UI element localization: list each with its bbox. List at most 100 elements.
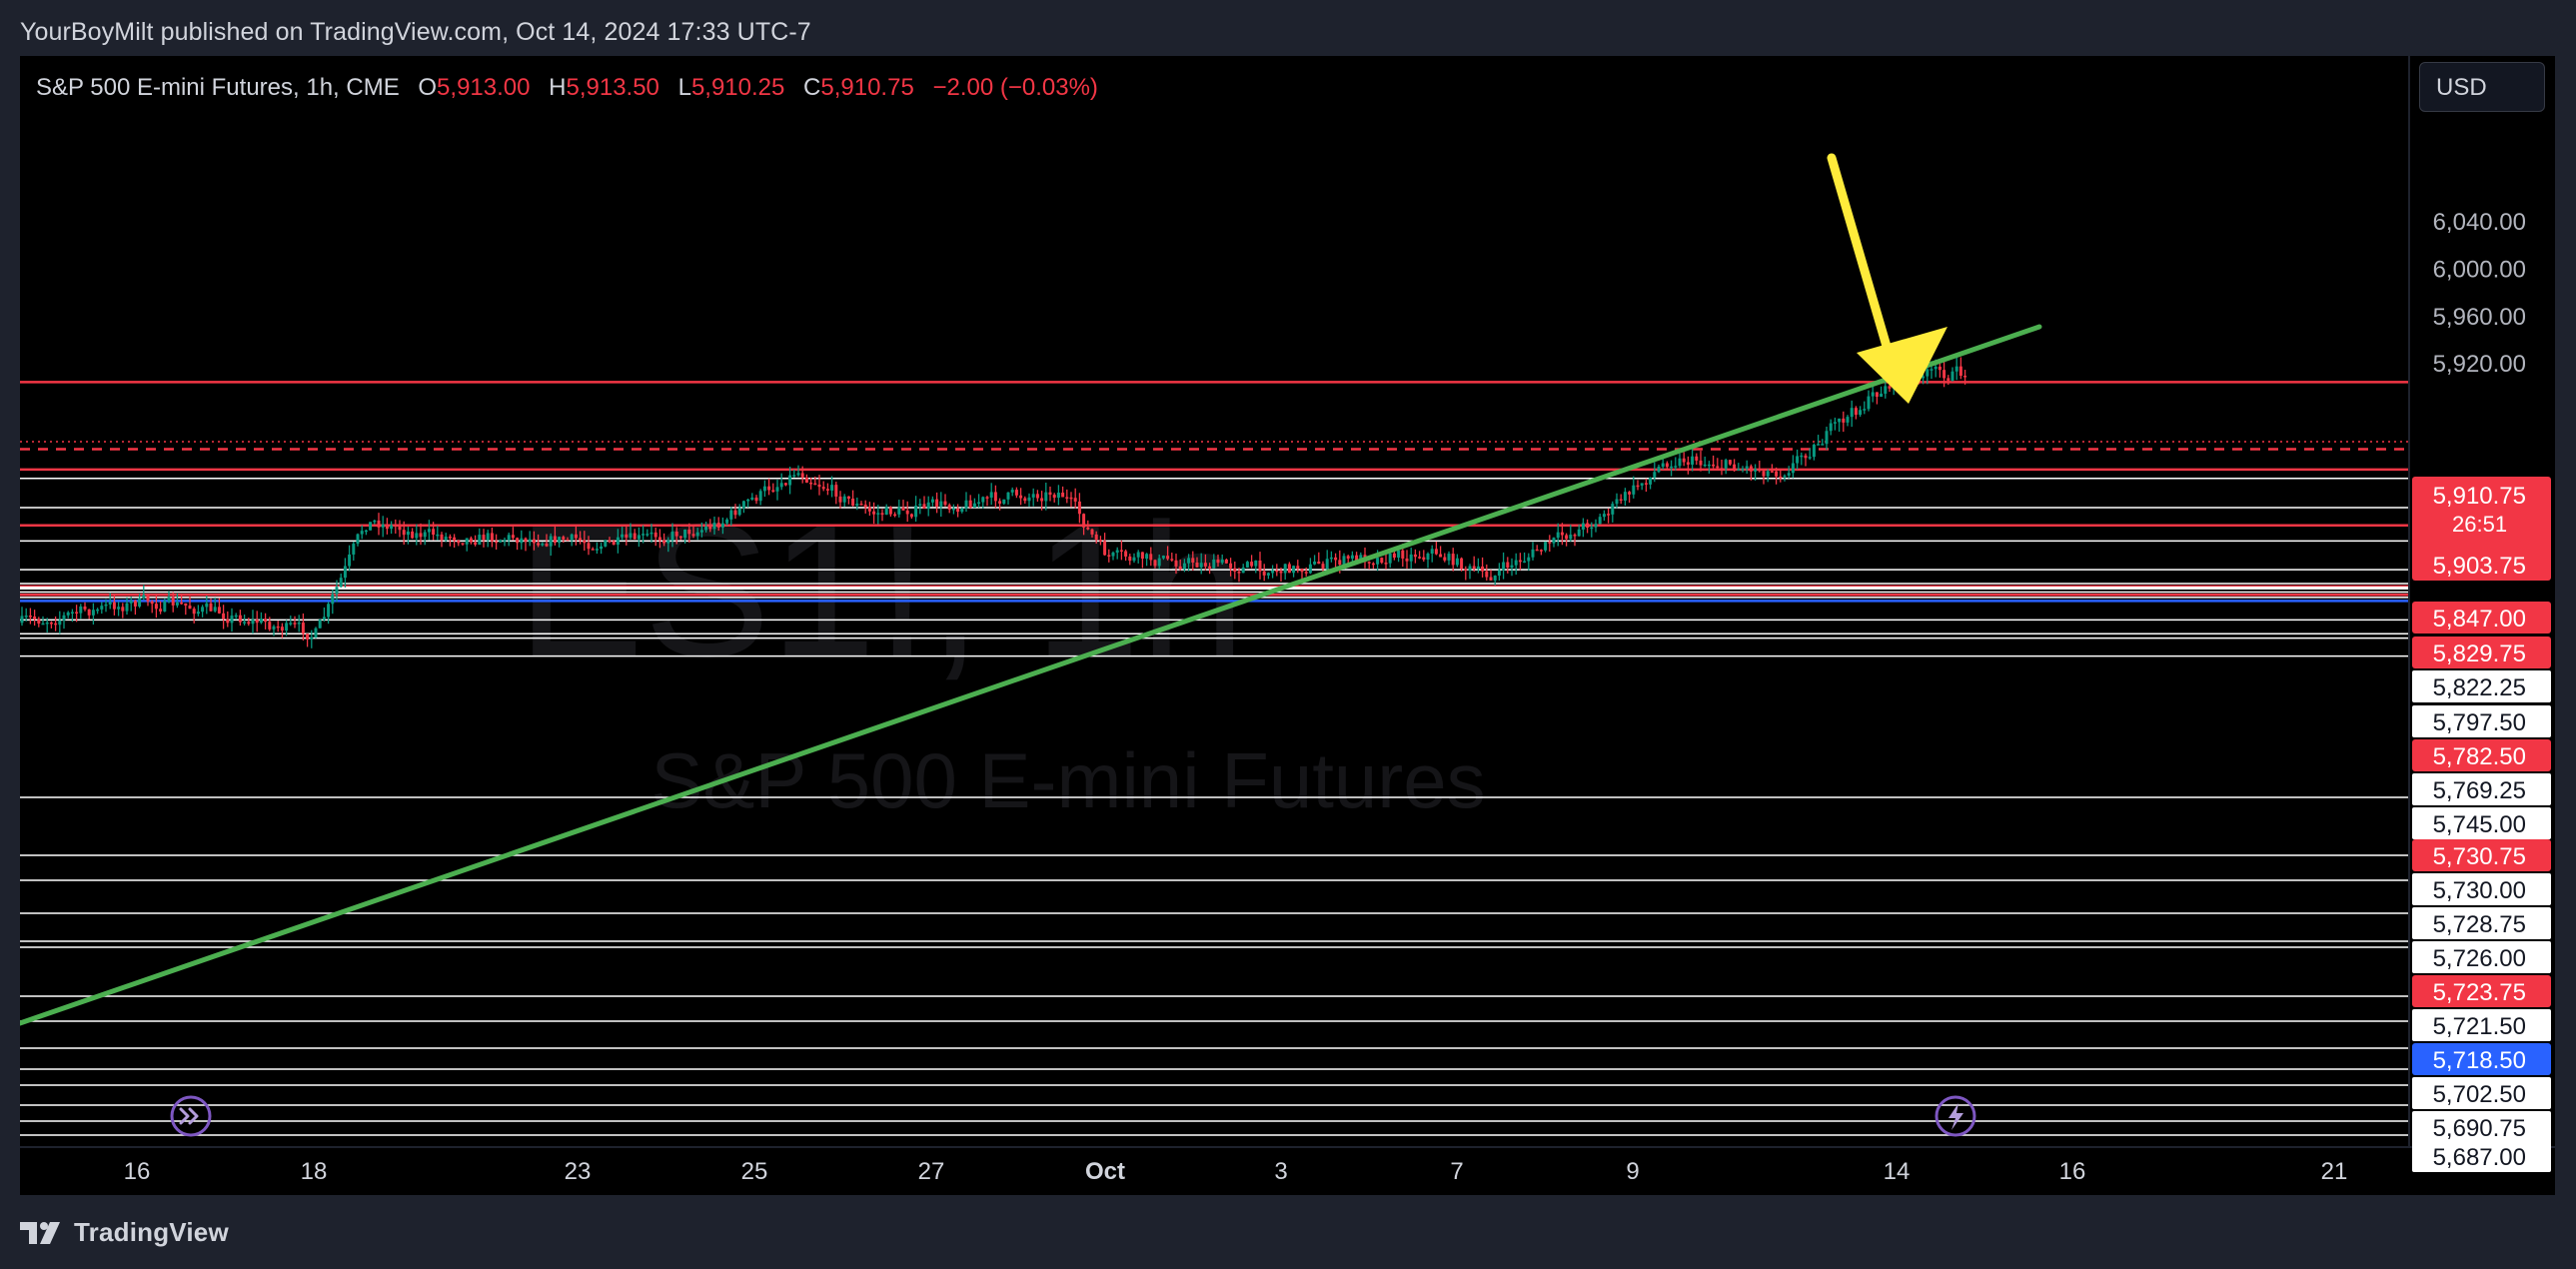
candle-body <box>1317 562 1321 565</box>
candle-body <box>213 607 217 612</box>
candle-body <box>1720 468 1724 470</box>
candle-body <box>1367 562 1371 564</box>
realtime-flash-button[interactable] <box>1934 1095 1976 1137</box>
candle-body <box>1691 456 1695 465</box>
candle-body <box>45 622 49 625</box>
candle-body <box>1401 550 1405 559</box>
candle-body <box>1737 469 1741 471</box>
candle-body <box>1044 492 1048 502</box>
candle-body <box>360 531 364 535</box>
candle-body <box>587 543 591 550</box>
chart-area[interactable]: ES1!, 1h S&P 500 E-mini Futures 6,040.00… <box>20 56 2555 1195</box>
candle-body <box>737 508 741 516</box>
candle-body <box>322 617 326 621</box>
candle-body <box>653 532 657 538</box>
candle-body <box>184 603 188 607</box>
candle-body <box>1048 492 1052 496</box>
candle-body <box>1682 458 1686 463</box>
candle-body <box>608 540 612 543</box>
candle-body <box>947 505 951 510</box>
candle-body <box>432 529 436 536</box>
candle-body <box>1287 564 1291 574</box>
candle-body <box>1686 462 1690 465</box>
candle-body <box>398 526 402 531</box>
candle-body <box>1733 464 1737 471</box>
candle-body <box>1619 499 1623 502</box>
candle-body <box>486 533 490 541</box>
level-badge <box>2412 602 2551 634</box>
candle-body <box>1464 569 1468 572</box>
candle-body <box>1527 557 1531 562</box>
candle-body <box>1170 559 1174 561</box>
candle-body <box>729 510 733 520</box>
time-tick-label: 16 <box>2059 1158 2086 1185</box>
candle-body <box>1308 564 1312 574</box>
currency-button[interactable]: USD <box>2419 62 2545 112</box>
candle-body <box>674 532 678 537</box>
candle-body <box>1716 466 1720 469</box>
candle-body <box>259 619 263 624</box>
candle-body <box>683 529 687 539</box>
level-price-label: 5,782.50 <box>2433 743 2526 770</box>
candle-body <box>1233 568 1237 573</box>
candle-body <box>1762 471 1766 477</box>
candle-body <box>49 622 53 625</box>
candle-body <box>369 522 373 531</box>
candle-body <box>570 534 574 541</box>
candle-body <box>1124 551 1128 557</box>
candle-body <box>180 602 184 605</box>
candle-body <box>1145 554 1149 560</box>
candle-body <box>1586 523 1590 528</box>
chart-canvas[interactable]: ES1!, 1h S&P 500 E-mini Futures 6,040.00… <box>20 56 2555 1195</box>
jump-to-date-button[interactable] <box>170 1095 212 1137</box>
candle-body <box>1875 392 1879 398</box>
candle-body <box>687 529 691 535</box>
brand-name: TradingView <box>74 1217 229 1247</box>
candle-body <box>511 535 515 539</box>
candle-body <box>1754 469 1758 472</box>
symbol-name[interactable]: S&P 500 E-mini Futures, 1h, CME <box>36 74 400 101</box>
open-label: O <box>418 74 438 101</box>
low-value: 5,910.25 <box>690 74 785 101</box>
tradingview-brand[interactable]: TradingView <box>20 1217 229 1248</box>
candle-body <box>1665 463 1669 468</box>
candle-body <box>1712 464 1716 467</box>
candle-body <box>855 504 859 507</box>
candle-body <box>1674 466 1678 468</box>
candle-body <box>310 636 314 639</box>
candle-body <box>1707 464 1711 467</box>
candle-body <box>842 496 846 503</box>
candle-body <box>37 619 41 625</box>
level-badge <box>2412 839 2551 871</box>
candle-body <box>1002 499 1006 504</box>
candle-body <box>1296 566 1300 570</box>
candle-body <box>411 531 415 539</box>
candle-body <box>499 540 503 543</box>
candle-body <box>1346 556 1350 559</box>
trendline[interactable] <box>20 324 2042 1026</box>
candle-body <box>591 549 595 551</box>
candle-body <box>272 626 276 630</box>
level-badge <box>2412 636 2551 668</box>
candle-body <box>419 533 423 538</box>
candle-body <box>1056 493 1060 499</box>
candle-body <box>545 544 549 547</box>
candle-body <box>566 539 570 542</box>
candle-body <box>1455 558 1459 566</box>
time-tick-label: 25 <box>741 1158 768 1185</box>
candle-body <box>121 607 125 612</box>
candle-body <box>830 485 834 491</box>
candle-body <box>1300 569 1304 573</box>
candle-body <box>331 594 335 605</box>
level-label-bg <box>2412 705 2551 737</box>
candle-body <box>1598 517 1602 525</box>
arrow-annotation[interactable] <box>1827 153 1947 404</box>
candle-body <box>1531 549 1535 558</box>
candle-body <box>1523 561 1527 564</box>
candle-body <box>1178 566 1182 570</box>
candle-body <box>956 508 960 513</box>
candle-body <box>524 538 528 543</box>
tradingview-logo-icon <box>20 1221 60 1244</box>
candle-body <box>872 511 876 515</box>
candle-body <box>41 623 45 626</box>
